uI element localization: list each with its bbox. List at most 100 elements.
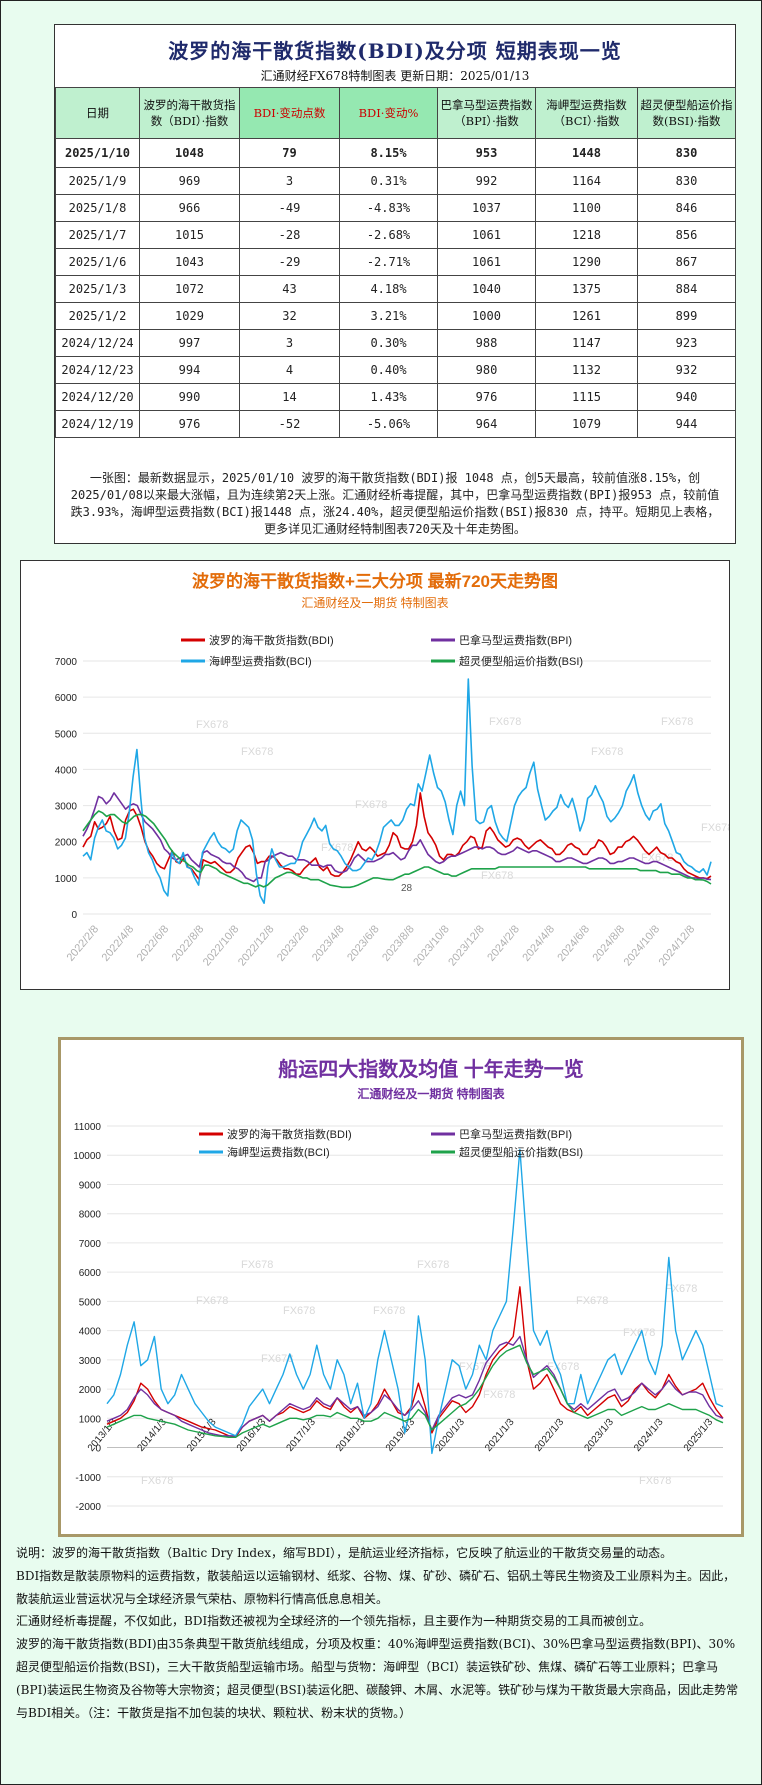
table-cell: 953: [437, 138, 536, 168]
header-bci: 海岬型运费指数（BCI）·指数: [535, 87, 638, 139]
legend-label: 波罗的海干散货指数(BDI): [209, 633, 334, 647]
table-cell: 1164: [535, 167, 638, 195]
table-cell: 32: [239, 302, 340, 330]
table-cell: 2025/1/2: [55, 302, 140, 330]
table-row: 2025/1/6 1043 -29 -2.71% 1061 1290 867: [55, 248, 736, 276]
y-tick-label: 2000: [79, 1385, 102, 1396]
note-1: 说明：波罗的海干散货指数（Baltic Dry Index，缩写BDI），是航运…: [16, 1546, 673, 1560]
table-cell: 1100: [535, 194, 638, 222]
x-tick-label: 2024/10/8: [622, 923, 663, 968]
watermark: FX678: [489, 716, 521, 728]
x-tick-label: 2024/12/8: [657, 923, 698, 968]
x-tick-label: 2022/4/8: [100, 923, 137, 964]
chart-title: 船运四大指数及均值 十年走势一览: [278, 1057, 584, 1081]
table-cell: 14: [239, 383, 340, 411]
x-tick-label: 2022/1/3: [533, 1417, 567, 1454]
table-cell: 856: [637, 221, 736, 249]
y-tick-label: 10000: [73, 1151, 101, 1162]
note-2: BDI指数是散装原物料的运费指数，散装船运以运输钢材、纸浆、谷物、煤、矿砂、磷矿…: [16, 1568, 736, 1606]
table-cell: -5.06%: [339, 410, 438, 438]
y-tick-label: 7000: [79, 1239, 102, 1250]
legend-label: 巴拿马型运费指数(BPI): [459, 633, 572, 647]
x-tick-label: 2023/6/8: [345, 923, 382, 964]
watermark: FX678: [701, 822, 729, 834]
x-tick-label: 2025/1/3: [682, 1417, 716, 1454]
table-cell: 8.15%: [339, 138, 438, 168]
watermark: FX678: [576, 1295, 608, 1307]
y-tick-label: 4000: [79, 1327, 102, 1338]
y-tick-label: -1000: [75, 1473, 101, 1484]
x-tick-label: 2023/4/8: [310, 923, 347, 964]
table-cell: 1218: [535, 221, 638, 249]
watermark: FX678: [261, 1353, 293, 1365]
table-cell: 4: [239, 356, 340, 384]
legend-label: 超灵便型船运价指数(BSI): [459, 1145, 583, 1159]
table-cell: -49: [239, 194, 340, 222]
table-cell: 2025/1/7: [55, 221, 140, 249]
table-cell: 976: [437, 383, 536, 411]
x-tick-label: 2022/8/8: [170, 923, 207, 964]
table-cell: 0.30%: [339, 329, 438, 357]
watermark: FX678: [483, 1389, 515, 1401]
note-3: 汇通财经析毒提醒，不仅如此，BDI指数还被视为全球经济的一个领先指标，且主要作为…: [16, 1614, 652, 1629]
y-tick-label: 7000: [55, 657, 78, 668]
table-subtitle: 汇通财经FX678特制图表 更新日期：2025/01/13: [260, 69, 530, 83]
table-cell: 867: [637, 248, 736, 276]
watermark: FX678: [373, 1305, 405, 1317]
y-tick-label: 3000: [55, 802, 78, 813]
y-tick-label: 2000: [55, 838, 78, 849]
table-cell: 1061: [437, 248, 536, 276]
watermark: FX678: [355, 799, 387, 811]
x-tick-label: 2022/10/8: [201, 923, 242, 968]
table-cell: 1040: [437, 275, 536, 303]
table-cell: 830: [637, 167, 736, 195]
x-tick-label: 2023/1/3: [583, 1417, 617, 1454]
y-tick-label: 6000: [79, 1268, 102, 1279]
table-cell: 1072: [139, 275, 240, 303]
table-row: 2025/1/10 1048 79 8.15% 953 1448 830: [55, 138, 736, 168]
y-tick-label: -2000: [75, 1502, 101, 1513]
x-tick-label: 2023/8/8: [380, 923, 417, 964]
watermark: FX678: [141, 1475, 173, 1487]
series-line-0: [106, 1286, 724, 1438]
x-tick-label: 2022/2/8: [65, 923, 102, 964]
x-tick-label: 2022/12/8: [236, 923, 277, 968]
table-cell: -2.71%: [339, 248, 438, 276]
table-cell: -52: [239, 410, 340, 438]
table-cell: 43: [239, 275, 340, 303]
table-cell: 966: [139, 194, 240, 222]
table-cell: -2.68%: [339, 221, 438, 249]
chart-ten-year: 船运四大指数及均值 十年走势一览 汇通财经及一期货 特制图表 -2000 -1000 0…: [58, 1037, 744, 1537]
table-cell: 997: [139, 329, 240, 357]
table-row: 2025/1/7 1015 -28 -2.68% 1061 1218 856: [55, 221, 736, 249]
series-line-1: [82, 792, 712, 883]
watermark: FX678: [481, 870, 513, 882]
legend-label: 巴拿马型运费指数(BPI): [459, 1127, 572, 1141]
table-cell: 1029: [139, 302, 240, 330]
table-cell: 1000: [437, 302, 536, 330]
x-tick-label: 2023/2/8: [275, 923, 312, 964]
table-cell: 1.43%: [339, 383, 438, 411]
x-tick-label: 2019/1/3: [384, 1417, 418, 1454]
table-cell: -4.83%: [339, 194, 438, 222]
table-cell: 976: [139, 410, 240, 438]
table-title: 波罗的海干散货指数(BDI)及分项 短期表现一览: [168, 39, 622, 63]
table-cell: 1115: [535, 383, 638, 411]
series-line-2: [82, 678, 712, 905]
watermark: FX678: [321, 842, 353, 854]
table-cell: 1375: [535, 275, 638, 303]
table-cell: 0.40%: [339, 356, 438, 384]
table-row: 2025/1/3 1072 43 4.18% 1040 1375 884: [55, 275, 736, 303]
table-cell: 3.21%: [339, 302, 438, 330]
table-cell: 2024/12/23: [55, 356, 140, 384]
table-cell: 1079: [535, 410, 638, 438]
table-row: 2025/1/2 1029 32 3.21% 1000 1261 899: [55, 302, 736, 330]
table-cell: 1048: [139, 138, 240, 168]
x-tick-label: 2022/6/8: [135, 923, 172, 964]
y-tick-label: 1000: [55, 874, 78, 885]
table-cell: 4.18%: [339, 275, 438, 303]
x-tick-label: 2017/1/3: [285, 1417, 319, 1454]
table-cell: 1043: [139, 248, 240, 276]
chart-720-day: 波罗的海干散货指数+三大分项 最新720天走势图 汇通财经及一期货 特制图表 0 10…: [20, 560, 733, 990]
watermark: FX678: [417, 1259, 449, 1271]
